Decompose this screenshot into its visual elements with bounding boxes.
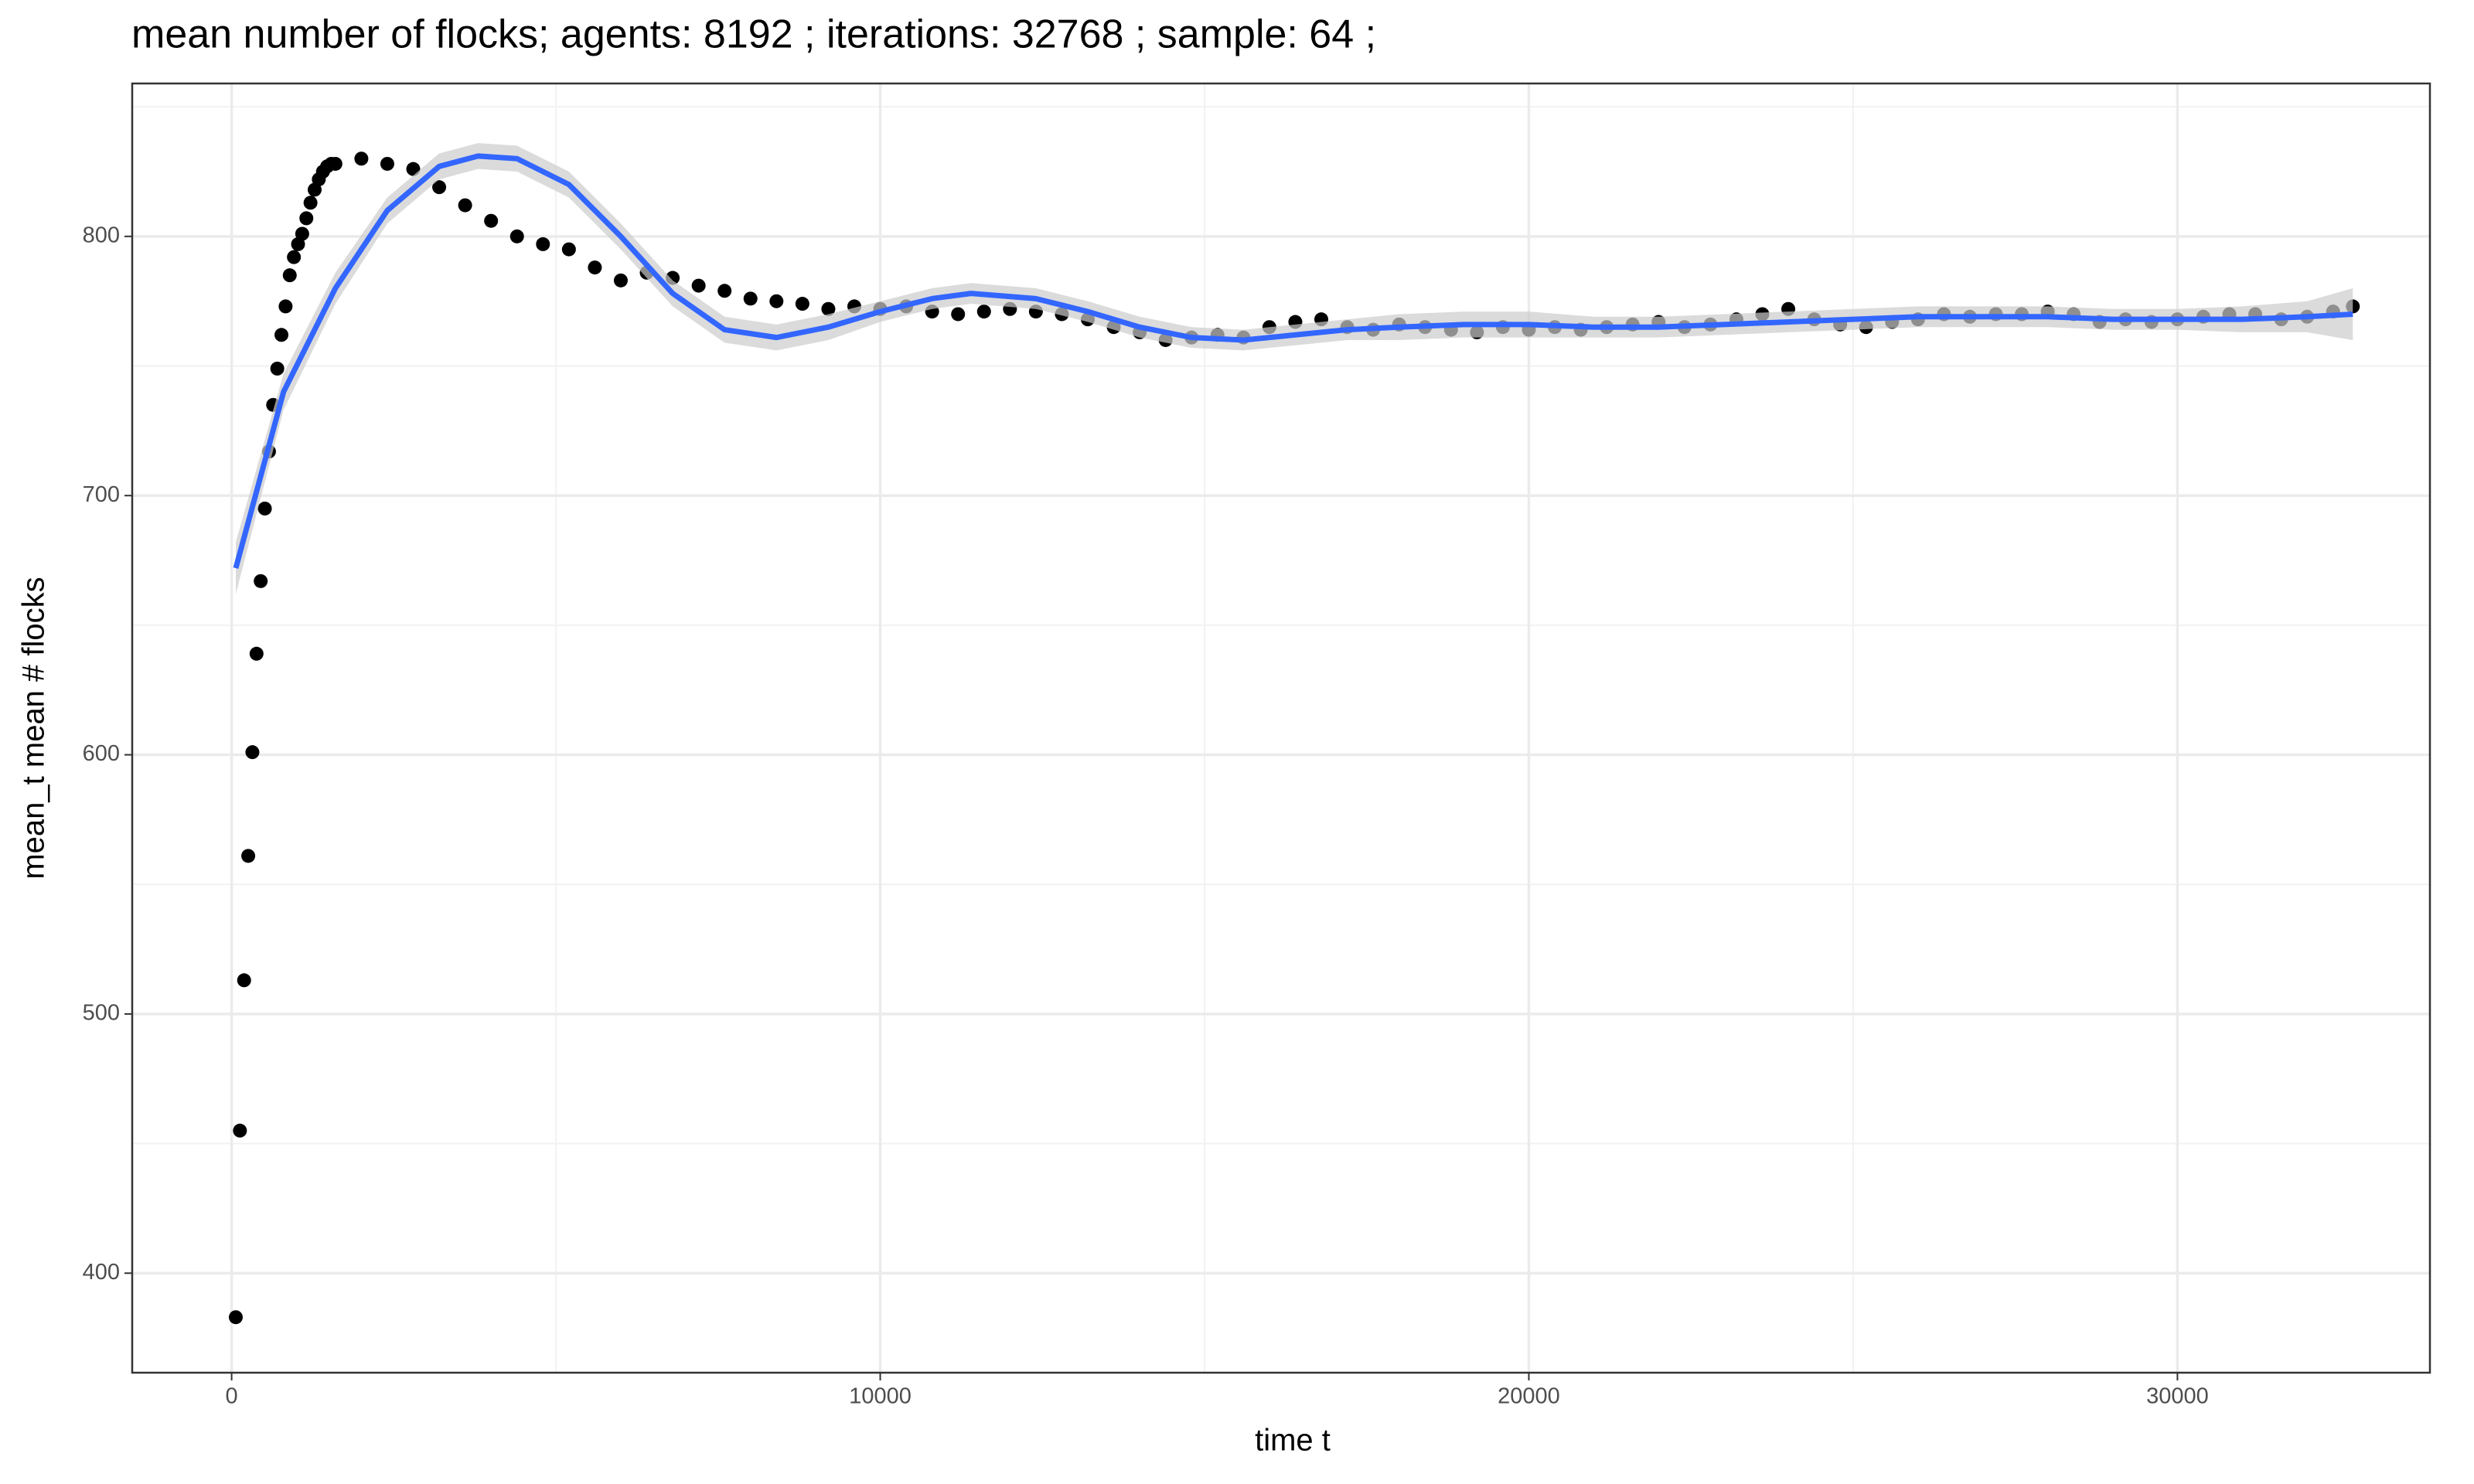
- point: [354, 151, 369, 166]
- point: [976, 305, 991, 319]
- point: [561, 242, 576, 257]
- point: [432, 180, 447, 195]
- point: [287, 250, 302, 264]
- y-tick-label: 400: [83, 1260, 120, 1285]
- y-tick-label: 500: [83, 1001, 120, 1026]
- point: [237, 973, 251, 988]
- point: [951, 307, 966, 322]
- point: [254, 574, 268, 588]
- point: [536, 237, 550, 251]
- point: [743, 291, 758, 306]
- point: [406, 162, 421, 176]
- point: [299, 211, 314, 226]
- x-tick-label: 30000: [2146, 1384, 2209, 1409]
- point: [282, 268, 297, 283]
- chart-title: mean number of flocks; agents: 8192 ; it…: [131, 12, 1376, 57]
- y-tick-label: 800: [83, 223, 120, 248]
- point: [245, 745, 260, 760]
- point: [328, 156, 342, 171]
- y-tick-label: 600: [83, 741, 120, 766]
- y-axis-title: mean_t mean # flocks: [17, 577, 51, 879]
- point: [588, 260, 602, 275]
- point: [484, 213, 499, 228]
- point: [228, 1310, 243, 1325]
- y-tick-label: 700: [83, 482, 120, 507]
- x-axis-title: time t: [1255, 1424, 1331, 1458]
- point: [270, 361, 285, 376]
- plot-panel: [132, 83, 2430, 1373]
- point: [717, 284, 732, 298]
- point: [233, 1123, 247, 1138]
- point: [509, 229, 524, 243]
- point: [257, 501, 272, 516]
- point: [691, 278, 706, 293]
- point: [769, 294, 784, 308]
- point: [821, 301, 836, 316]
- point: [274, 328, 289, 342]
- x-tick-label: 10000: [849, 1384, 912, 1409]
- point: [380, 156, 394, 171]
- panel-border: [131, 82, 2431, 1374]
- point: [278, 299, 293, 314]
- x-tick-label: 20000: [1498, 1384, 1560, 1409]
- point: [613, 273, 628, 288]
- point: [295, 226, 309, 241]
- smooth-line: [233, 153, 2353, 570]
- point: [249, 646, 264, 661]
- point: [795, 297, 809, 311]
- point: [241, 849, 256, 863]
- point: [303, 196, 318, 210]
- point: [458, 198, 472, 213]
- x-tick-label: 0: [226, 1384, 238, 1409]
